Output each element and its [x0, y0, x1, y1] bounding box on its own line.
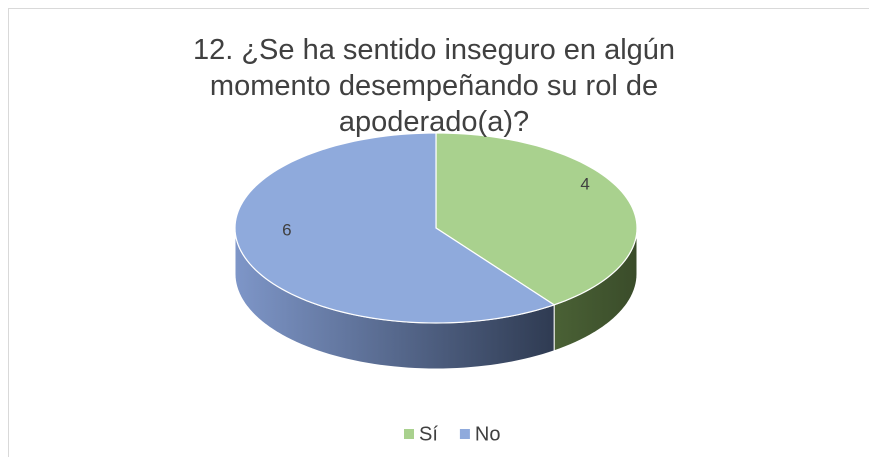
data-label: 6 — [282, 220, 291, 239]
legend-swatch — [404, 429, 414, 439]
slice — [234, 132, 556, 324]
chart-border — [8, 8, 869, 457]
legend-swatch — [459, 429, 470, 439]
legend-label: Sí — [419, 423, 438, 445]
slice — [435, 132, 638, 306]
chart-title: 12. ¿Se ha sentido inseguro en algún mom… — [192, 34, 676, 138]
legend-label: No — [475, 423, 501, 445]
data-label: 4 — [580, 175, 589, 194]
